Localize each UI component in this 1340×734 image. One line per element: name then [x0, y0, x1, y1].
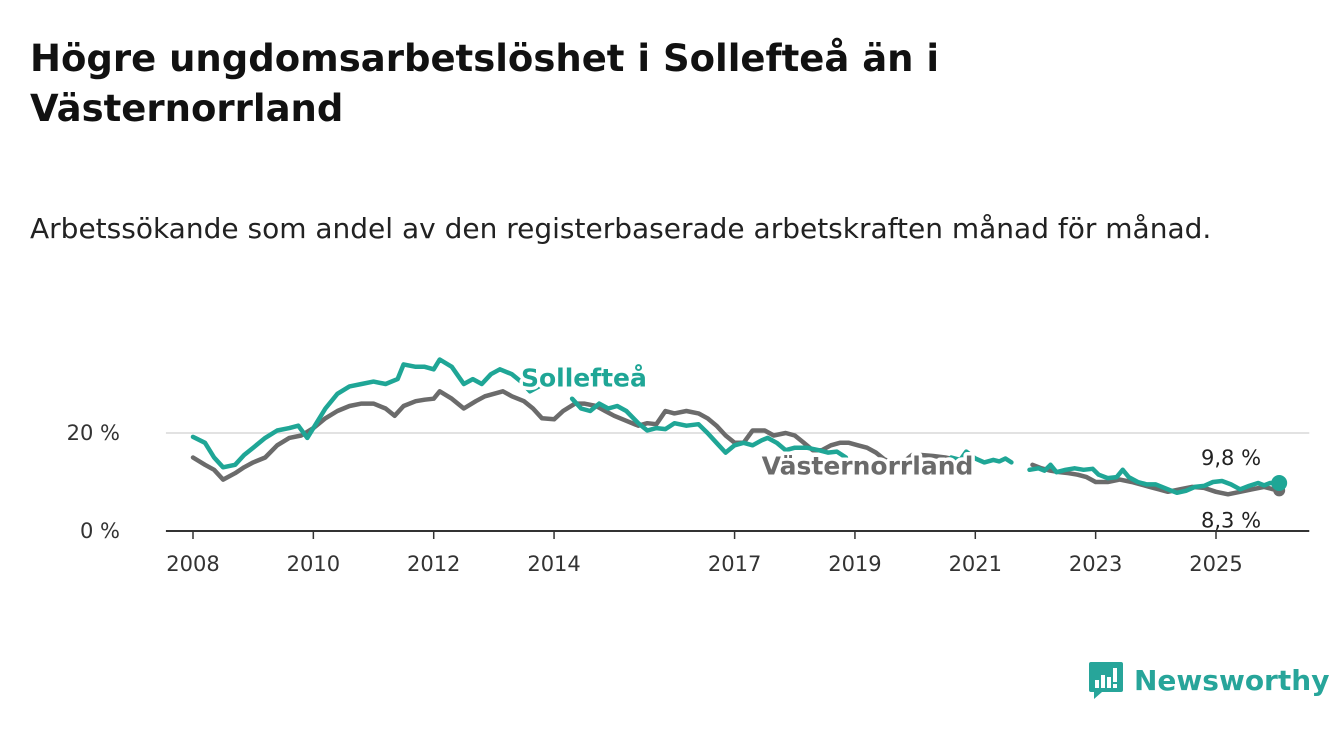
series-label-solleftea: Sollefteå: [521, 363, 647, 392]
y-tick-label: 0 %: [80, 519, 120, 543]
x-tick-label: 2014: [527, 552, 580, 576]
series-line-solleftea: [190, 357, 542, 470]
series-line-solleftea: [948, 449, 1014, 465]
brand-name: Newsworthy: [1134, 663, 1330, 697]
x-tick-label: 2012: [407, 552, 460, 576]
series-label-halo: Västernorrland: [762, 452, 974, 481]
newsworthy-brand: Newsworthy: [1088, 660, 1329, 700]
newsworthy-logo-icon: [1089, 662, 1123, 699]
series-line-solleftea: [569, 396, 849, 460]
x-tick-label: 2017: [708, 552, 761, 576]
series-line-solleftea: [1027, 462, 1282, 496]
end-value-solleftea: 9,8 %: [1201, 446, 1261, 470]
x-tick-label: 2023: [1069, 552, 1122, 576]
y-tick-label: 20 %: [67, 421, 120, 445]
x-tick-label: 2010: [287, 552, 340, 576]
series-label-halo: Sollefteå: [521, 363, 647, 392]
series-lines: [190, 357, 1288, 497]
chart-subtitle: Arbetssökande som andel av den registerb…: [30, 212, 1212, 245]
x-tick-label: 2019: [828, 552, 881, 576]
end-point-solleftea: [1271, 474, 1288, 491]
chart-title: Högre ungdomsarbetslöshet i Sollefteå än…: [30, 37, 940, 130]
series-label-vasternorrland: Västernorrland: [762, 452, 974, 481]
x-axis: [165, 530, 1310, 539]
x-tick-label: 2008: [166, 552, 219, 576]
line-chart: 0 % 20 % 2008 2010 2012 2014 2017 2019 2021 2023 2…: [67, 357, 1310, 576]
x-tick-label: 2025: [1189, 552, 1242, 576]
end-value-vasternorrland: 8,3 %: [1201, 508, 1261, 532]
series-line-vasternorrland: [1030, 462, 1282, 497]
chart-labels: 0 % 20 % 2008 2010 2012 2014 2017 2019 2021 2023 2…: [67, 360, 1261, 576]
x-tick-label: 2021: [949, 552, 1002, 576]
